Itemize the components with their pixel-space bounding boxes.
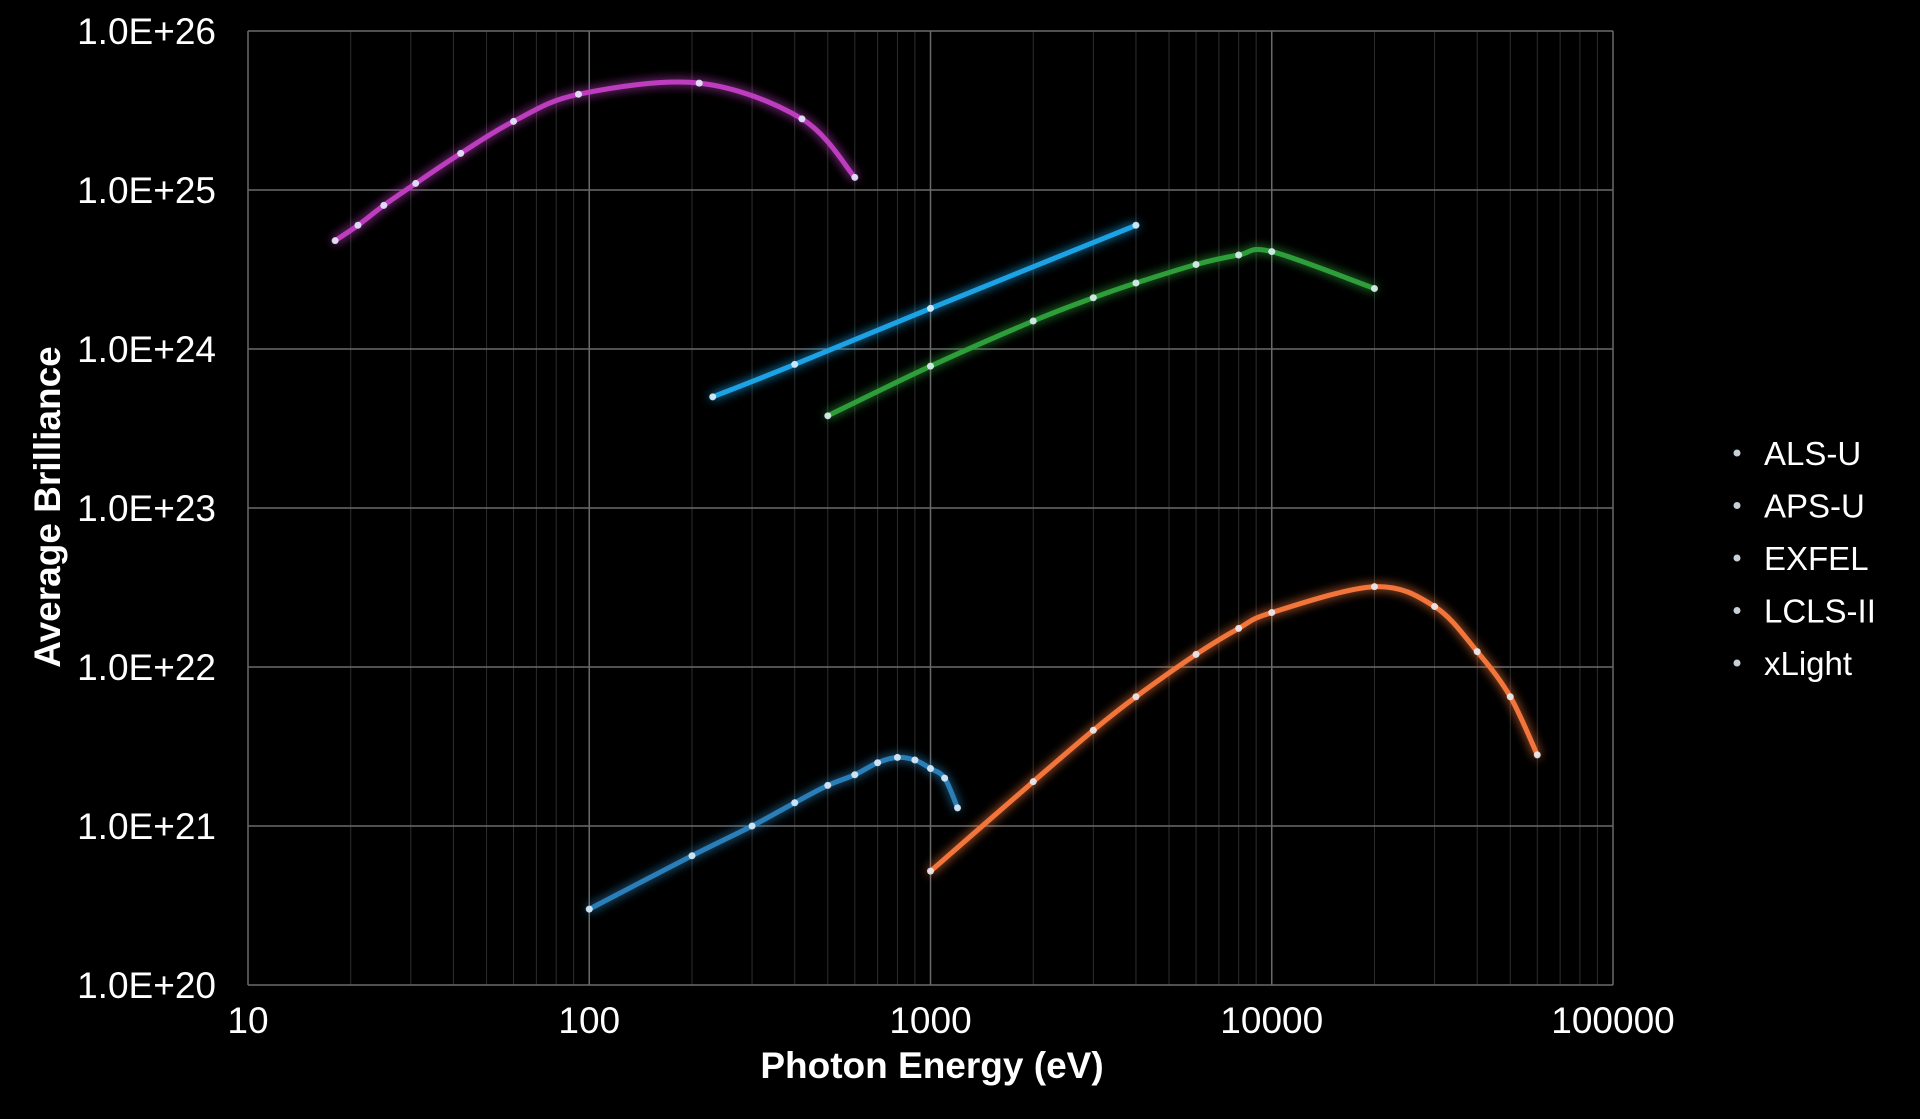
data-point — [748, 822, 756, 830]
data-point — [927, 304, 934, 312]
legend-item-exfel: EXFEL — [1709, 540, 1869, 577]
y-tick-label: 1.0E+24 — [77, 329, 216, 370]
data-point — [1370, 583, 1378, 591]
data-point — [874, 759, 882, 767]
series-lcls-ii — [709, 221, 1140, 401]
data-point — [510, 117, 518, 125]
series-xlight — [331, 79, 859, 245]
series-als-u — [585, 753, 962, 913]
data-point — [1029, 778, 1037, 786]
series-line-exfel — [825, 246, 1377, 419]
data-point — [1029, 317, 1037, 325]
data-point — [927, 867, 934, 875]
data-point — [824, 781, 832, 789]
y-tick-label: 1.0E+23 — [77, 488, 216, 529]
data-point — [585, 905, 593, 913]
series-line-lcls-ii — [710, 222, 1139, 400]
data-point — [1089, 294, 1097, 302]
data-point — [709, 393, 717, 401]
legend-label: xLight — [1764, 645, 1852, 682]
legend-item-aps-u: APS-U — [1709, 488, 1865, 525]
data-point — [791, 799, 799, 807]
y-axis-title: Average Brilliance — [27, 346, 68, 668]
data-point — [927, 362, 934, 370]
y-tick-label: 1.0E+25 — [77, 170, 216, 211]
series-line-xlight — [332, 79, 858, 244]
legend-marker — [1733, 554, 1741, 562]
data-point — [380, 201, 388, 209]
legend-item-als-u: ALS-U — [1709, 435, 1861, 472]
x-tick-label: 10 — [227, 1000, 268, 1041]
y-axis-ticks: 1.0E+20 1.0E+21 1.0E+22 1.0E+23 1.0E+24 1.0E+… — [77, 11, 216, 1006]
x-axis-ticks: 10 100 1000 10000 100000 — [227, 1000, 1674, 1041]
y-tick-label: 1.0E+26 — [77, 11, 216, 52]
y-tick-label: 1.0E+20 — [77, 965, 216, 1006]
data-point — [1132, 221, 1140, 229]
legend-item-lcls-ii: LCLS-II — [1709, 593, 1876, 630]
x-tick-label: 100 — [558, 1000, 620, 1041]
data-point — [851, 173, 859, 181]
data-point — [1431, 603, 1439, 611]
data-point — [798, 115, 806, 123]
data-point — [927, 764, 934, 772]
legend-marker — [1733, 659, 1741, 667]
y-tick-label: 1.0E+21 — [77, 806, 216, 847]
data-point — [1506, 693, 1514, 701]
series-line-als-u — [586, 754, 960, 912]
data-point — [893, 753, 901, 761]
data-point — [824, 412, 832, 420]
y-tick-label: 1.0E+22 — [77, 647, 216, 688]
data-point — [695, 79, 703, 87]
x-tick-label: 10000 — [1220, 1000, 1323, 1041]
data-point — [412, 179, 420, 187]
data-point — [354, 221, 362, 229]
data-point — [851, 771, 859, 779]
series-aps-u — [927, 583, 1541, 875]
data-point — [911, 756, 919, 764]
data-point — [1192, 650, 1200, 658]
data-point — [1235, 251, 1243, 259]
data-point — [574, 90, 582, 98]
data-point — [1533, 751, 1541, 759]
legend-marker — [1733, 449, 1741, 457]
data-point — [1370, 285, 1378, 293]
x-tick-label: 100000 — [1551, 1000, 1674, 1041]
data-point — [954, 804, 962, 812]
data-point — [1132, 279, 1140, 287]
data-point — [1235, 624, 1243, 632]
series-exfel — [824, 246, 1378, 420]
data-point — [688, 852, 696, 860]
data-point — [457, 149, 465, 157]
legend-label: APS-U — [1764, 488, 1865, 525]
legend: ALS-U APS-U EXFEL LCLS-II xLight — [1709, 435, 1876, 682]
legend-label: ALS-U — [1764, 435, 1861, 472]
series-line-aps-u — [928, 584, 1540, 874]
data-point — [1268, 609, 1276, 617]
x-axis-title: Photon Energy (eV) — [760, 1045, 1103, 1086]
legend-label: EXFEL — [1764, 540, 1869, 577]
data-point — [331, 237, 339, 245]
series-layer — [331, 79, 1541, 913]
legend-marker — [1733, 502, 1741, 509]
data-point — [941, 774, 949, 782]
legend-label: LCLS-II — [1764, 593, 1876, 630]
data-point — [1473, 648, 1481, 656]
data-point — [1192, 260, 1200, 268]
data-point — [1089, 726, 1097, 734]
legend-marker — [1733, 607, 1741, 614]
data-point — [791, 360, 799, 368]
data-point — [1268, 248, 1276, 256]
data-point — [1132, 693, 1140, 701]
legend-item-xlight: xLight — [1709, 645, 1852, 682]
grid — [247, 30, 1614, 986]
x-tick-label: 1000 — [889, 1000, 971, 1041]
